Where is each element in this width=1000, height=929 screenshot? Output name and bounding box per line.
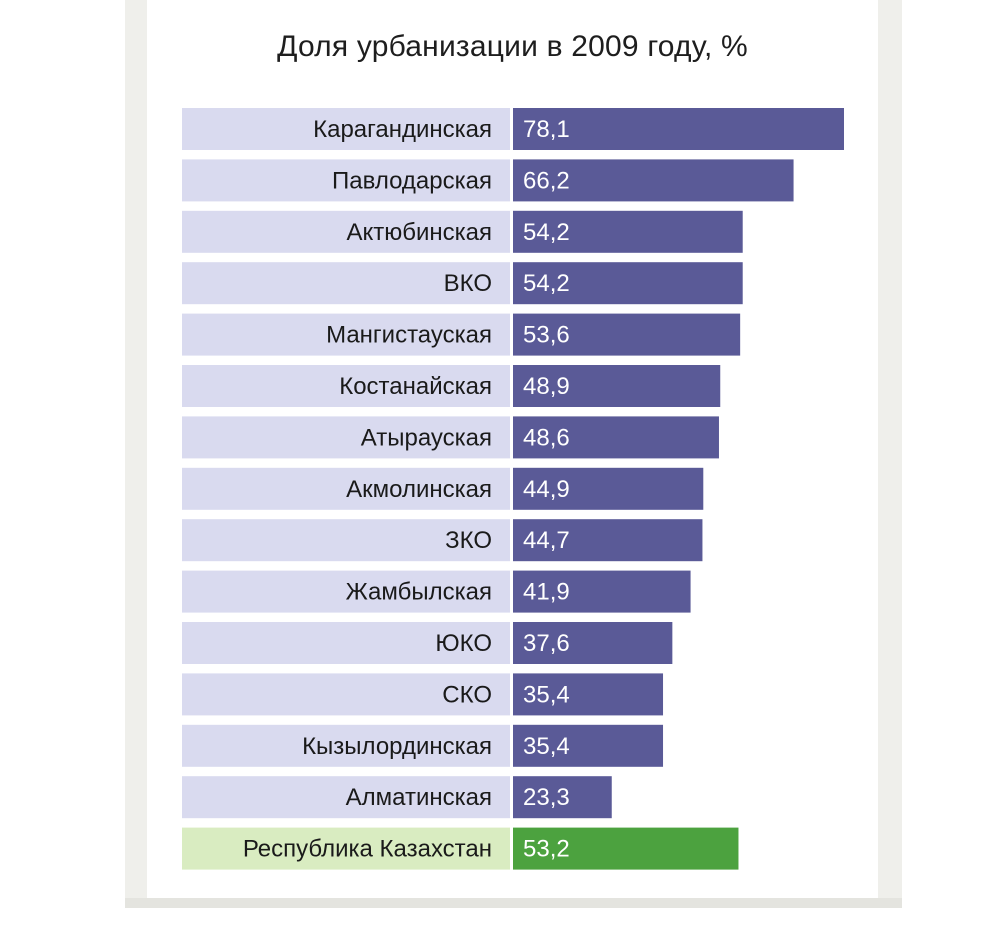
value-bar <box>513 776 612 819</box>
value-label: 78,1 <box>523 116 570 143</box>
category-label: Акмолинская <box>346 476 492 503</box>
category-label: Костанайская <box>339 373 492 400</box>
value-bar <box>513 673 664 716</box>
frame-bottom-border <box>125 898 902 908</box>
category-label: ВКО <box>444 270 492 297</box>
chart-title: Доля урбанизации в 2009 году, % <box>277 30 748 63</box>
category-label-box <box>182 827 510 870</box>
value-label: 66,2 <box>523 167 570 194</box>
value-bar <box>513 365 721 407</box>
category-label-box <box>182 570 510 613</box>
category-label: Актюбинская <box>346 219 492 246</box>
category-label: Алматинская <box>346 784 492 811</box>
bar-row row-3: Актюбинская 54,2 <box>182 210 743 253</box>
value-bar <box>513 467 704 510</box>
category-label-box <box>182 313 510 356</box>
category-label: СКО <box>442 681 492 708</box>
category-label: Павлодарская <box>332 167 492 194</box>
value-label: 37,6 <box>523 630 570 657</box>
frame-right-border <box>878 0 902 904</box>
value-bar <box>513 262 743 305</box>
category-label: Республика Казахстан <box>243 836 492 863</box>
bar-row row-7: Атырауская 48,6 <box>182 416 719 459</box>
bar-row row-8: Акмолинская 44,9 <box>182 467 704 510</box>
bar-row row-5: Мангистауская 53,6 <box>182 313 741 356</box>
value-label: 41,9 <box>523 579 570 606</box>
value-bar <box>513 210 743 253</box>
category-label-box <box>182 210 510 253</box>
value-label: 48,6 <box>523 424 570 451</box>
value-bar <box>513 570 691 613</box>
value-bar <box>513 827 739 870</box>
category-label: Атырауская <box>361 424 492 451</box>
category-label-box <box>182 776 510 819</box>
value-label: 54,2 <box>523 270 570 297</box>
bar-row row-13: Кызылординская 35,4 <box>182 724 664 767</box>
value-label: 48,9 <box>523 373 570 400</box>
category-label-box <box>182 467 510 510</box>
value-bar <box>513 108 844 150</box>
category-label-box <box>182 519 510 562</box>
bar-row row-9: ЗКО 44,7 <box>182 519 703 562</box>
category-label-box <box>182 724 510 767</box>
value-bar <box>513 622 673 664</box>
bar-row row-15: Республика Казахстан 53,2 <box>182 827 739 870</box>
bar-row row-4: ВКО 54,2 <box>182 262 743 305</box>
category-label: ЗКО <box>445 527 492 554</box>
value-label: 44,7 <box>523 527 570 554</box>
category-label-box <box>182 622 510 664</box>
bar-row row-6: Костанайская 48,9 <box>182 365 721 407</box>
category-label: Карагандинская <box>313 116 492 143</box>
category-label-box <box>182 365 510 407</box>
value-label: 53,6 <box>523 322 570 349</box>
bar-row row-12: СКО 35,4 <box>182 673 664 716</box>
value-bar <box>513 159 794 202</box>
value-label: 35,4 <box>523 733 570 760</box>
value-label: 44,9 <box>523 476 570 503</box>
bar-row row-11: ЮКО 37,6 <box>182 622 673 664</box>
category-label: Жамбылская <box>346 579 492 606</box>
category-label-box <box>182 416 510 459</box>
category-label: ЮКО <box>435 630 492 657</box>
frame-left-border <box>125 0 147 904</box>
value-bar <box>513 313 741 356</box>
category-label-box <box>182 262 510 305</box>
category-label-box <box>182 159 510 202</box>
value-label: 35,4 <box>523 681 570 708</box>
value-bar <box>513 724 664 767</box>
bar-row row-10: Жамбылская 41,9 <box>182 570 691 613</box>
category-label-box <box>182 673 510 716</box>
category-label: Кызылординская <box>302 733 492 760</box>
bar-row row-14: Алматинская 23,3 <box>182 776 612 819</box>
value-label: 54,2 <box>523 219 570 246</box>
value-label: 23,3 <box>523 784 570 811</box>
value-label: 53,2 <box>523 836 570 863</box>
category-label-box <box>182 108 510 150</box>
bar-row row-2: Павлодарская 66,2 <box>182 159 794 202</box>
bar-row row-1: Карагандинская 78,1 <box>182 108 844 150</box>
value-bar <box>513 519 703 562</box>
category-label: Мангистауская <box>326 322 492 349</box>
value-bar <box>513 416 719 459</box>
